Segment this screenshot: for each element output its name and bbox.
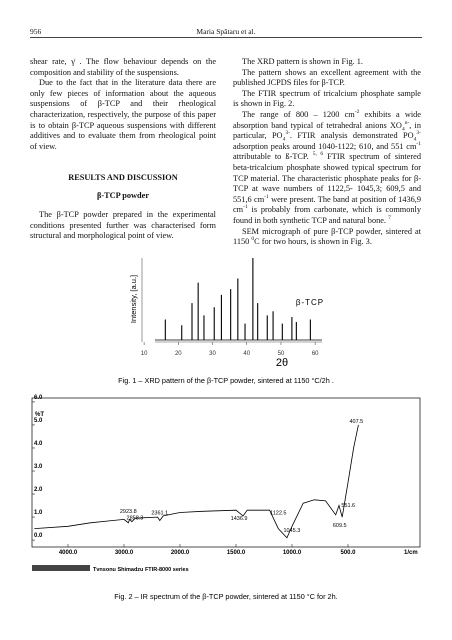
paragraph: The FTIR spectrum of tricalcium phosphat… — [233, 89, 421, 110]
text-run: is probably from carbonate, which is com… — [233, 205, 421, 225]
text-run: The XRD pattern is shown in Fig. 1. — [242, 57, 363, 66]
peak-label: 1436.9 — [231, 516, 248, 522]
x-tick-label: 1000.0 — [283, 550, 302, 556]
section-heading: RESULTS AND DISCUSSION — [68, 173, 178, 182]
subscript: 4 — [401, 126, 405, 133]
caption: Fig. 1 – XRD pattern of the β-TCP powder… — [118, 376, 334, 385]
x-tick-label: 60 — [312, 351, 319, 357]
y-tick-label: 0.0 — [34, 533, 43, 539]
x-tick-label: 500.0 — [340, 550, 356, 556]
x-unit: 1/cm — [404, 550, 418, 556]
paragraph: The XRD pattern is shown in Fig. 1. — [233, 57, 421, 68]
left-column: The β-TCP powder prepared in the experim… — [30, 210, 216, 242]
text-run: , in particular, PO — [233, 120, 422, 141]
y-tick-label: 1.0 — [34, 510, 43, 516]
x-tick-label: 2000.0 — [171, 550, 190, 556]
peak-label: 2361.1 — [151, 511, 168, 517]
text-run: exhibits a wide absorption band typical … — [233, 109, 421, 130]
peak-label: 2923.8 — [120, 509, 137, 515]
text-run: SEM micrograph of pure β-TCP powder, sin… — [233, 226, 421, 247]
supscript: -1 — [416, 140, 421, 147]
text-run: The β-TCP powder prepared in the experim… — [30, 210, 216, 241]
caption: Fig. 2 – IR spectrum of the β-TCP powder… — [114, 592, 337, 601]
y-axis-label: %T — [35, 412, 44, 418]
text-run: attributable to ß-TCP. — [233, 152, 313, 162]
peak-label: 2858.3 — [127, 516, 144, 522]
x-axis-label: 2θ — [276, 357, 288, 369]
header-rule — [30, 37, 422, 38]
text-run: Due to the fact that in the literature d… — [30, 78, 216, 151]
paragraph: shear rate, γ̇ . The flow behaviour depe… — [30, 57, 216, 78]
software-label: Tvnsonu Shimadzu FTIR-8000 series — [93, 567, 189, 573]
x-tick-label: 50 — [278, 351, 285, 357]
subsection-heading: β-TCP powder — [96, 191, 150, 200]
x-tick-label: 1500.0 — [227, 550, 246, 556]
left-column: shear rate, γ̇ . The flow behaviour depe… — [30, 57, 216, 152]
y-tick-label: 5.0 — [34, 418, 43, 424]
text-run: C for two hours, is shown in Fig. 3. — [254, 237, 372, 247]
supscript: 3- — [285, 130, 290, 137]
subscript: 4 — [413, 136, 417, 143]
text-run: The range of 800 – 1200 cm — [242, 109, 355, 119]
x-tick-label: 10 — [141, 351, 148, 357]
text-run: . FTIR analysis demonstrated PO — [289, 131, 414, 141]
paragraph: The β-TCP powder prepared in the experim… — [30, 210, 216, 242]
spectrum — [34, 424, 359, 539]
running-head: Maria Spătaru et al. — [196, 27, 256, 36]
supscript: -1 — [264, 193, 269, 200]
peak-label: 609.5 — [333, 523, 347, 529]
peak-label: 1045.3 — [284, 528, 301, 534]
text-run: shear rate, γ̇ . The flow behaviour depe… — [30, 57, 216, 77]
supscript: -1 — [243, 204, 248, 211]
x-tick-label: 4000.0 — [59, 550, 78, 556]
page-number: 956 — [30, 27, 42, 36]
text-run: were present. The band at position of 14… — [233, 194, 421, 215]
supscript: -2 — [354, 109, 360, 116]
paragraph: The pattern shows an excellent agreement… — [233, 68, 421, 89]
right-column: The XRD pattern is shown in Fig. 1. The p… — [233, 57, 421, 248]
x-tick-label: 20 — [175, 351, 182, 357]
supscript: 3- — [416, 130, 421, 137]
subscript: 4 — [282, 136, 286, 143]
peak-label: 407.5 — [349, 419, 363, 425]
text-run: The FTIR spectrum of tricalcium phosphat… — [233, 88, 421, 109]
supscript: 0 — [251, 236, 255, 243]
y-tick-label: 3.0 — [34, 464, 43, 470]
annotation: β-TCP — [296, 298, 324, 307]
text-run: The pattern shows an excellent agreement… — [233, 67, 421, 88]
text-run: adsorption peaks around 1040-1122; 610, … — [233, 141, 417, 151]
paragraph: The range of 800 – 1200 cm-2 exhibits a … — [233, 109, 422, 227]
supscript: 7 — [388, 215, 391, 222]
x-tick-label: 3000.0 — [115, 550, 134, 556]
supscript: n- — [404, 119, 410, 126]
y-tick-label: 2.0 — [34, 487, 43, 493]
text-run: FTIR spectrum of sintered beta-tricalciu… — [233, 152, 421, 204]
software-bar — [32, 565, 90, 571]
x-tick-label: 40 — [243, 351, 250, 357]
supscript: 5, 6 — [312, 151, 324, 158]
x-tick-label: 30 — [209, 351, 216, 357]
paragraph: SEM micrograph of pure β-TCP powder, sin… — [233, 227, 421, 248]
y-tick-label: 4.0 — [34, 441, 43, 447]
y-tick-label: 6.0 — [34, 395, 43, 401]
paragraph: Due to the fact that in the literature d… — [30, 78, 216, 152]
peak-label: 551.6 — [341, 503, 355, 509]
peak-label: 1122.5 — [270, 511, 286, 517]
y-axis-label: Intensity, [a.u.] — [129, 275, 138, 323]
plot-frame — [31, 397, 421, 548]
